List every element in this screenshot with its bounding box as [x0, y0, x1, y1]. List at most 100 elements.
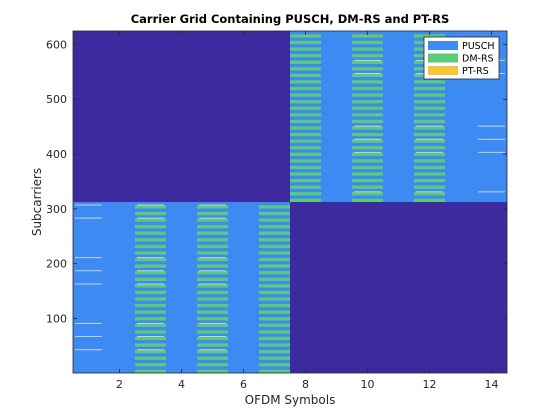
dmrs-band — [290, 40, 321, 45]
chart-title: Carrier Grid Containing PUSCH, DM-RS and… — [131, 12, 450, 26]
dmrs-band — [414, 93, 445, 97]
dmrs-band — [290, 165, 321, 170]
dmrs-band — [259, 303, 290, 308]
dmrs-band — [197, 238, 228, 242]
dmrs-band — [135, 323, 166, 327]
dmrs-band — [135, 271, 166, 275]
x-tick-label: 12 — [423, 378, 437, 391]
dmrs-band — [290, 178, 321, 183]
dmrs-band — [197, 336, 228, 341]
dmrs-band — [352, 54, 383, 58]
dmrs-band — [290, 73, 321, 78]
dmrs-band — [352, 192, 383, 196]
dmrs-band — [352, 178, 383, 183]
dmrs-band — [197, 356, 228, 360]
legend-label: PT-RS — [462, 66, 489, 77]
dmrs-band — [290, 139, 321, 143]
dmrs-band — [197, 303, 228, 308]
dmrs-band — [135, 317, 166, 321]
dmrs-band — [197, 225, 228, 229]
dmrs-band — [290, 172, 321, 176]
dmrs-band — [414, 100, 445, 104]
dmrs-band — [259, 264, 290, 268]
dmrs-band — [197, 369, 228, 373]
dmrs-band — [197, 244, 228, 249]
y-tick-label: 300 — [46, 203, 67, 216]
dmrs-band — [352, 126, 383, 130]
dmrs-band — [135, 363, 166, 367]
legend-label: PUSCH — [462, 41, 495, 52]
dmrs-band — [352, 47, 383, 51]
dmrs-band — [135, 349, 166, 354]
dmrs-band — [135, 231, 166, 235]
dmrs-band — [352, 86, 383, 91]
dmrs-band — [197, 271, 228, 275]
dmrs-band — [259, 356, 290, 360]
dmrs-band — [197, 231, 228, 235]
dmrs-band — [290, 34, 321, 38]
dmrs-band — [352, 34, 383, 38]
dmrs-band — [290, 54, 321, 58]
dmrs-band — [259, 369, 290, 373]
y-tick-label: 100 — [46, 312, 67, 325]
dmrs-band — [352, 60, 383, 64]
dmrs-band — [197, 297, 228, 301]
dmrs-band — [352, 100, 383, 104]
dmrs-band — [414, 113, 445, 117]
dmrs-band — [414, 192, 445, 196]
dmrs-band — [414, 165, 445, 170]
dmrs-band — [197, 349, 228, 354]
dmrs-band — [414, 178, 445, 183]
dmrs-band — [259, 317, 290, 321]
dmrs-band — [259, 231, 290, 235]
y-tick-label: 600 — [46, 38, 67, 51]
dmrs-band — [414, 139, 445, 143]
dmrs-band — [259, 290, 290, 295]
dmrs-band — [414, 80, 445, 84]
dmrs-band — [135, 356, 166, 360]
dmrs-band — [197, 251, 228, 255]
dmrs-band — [135, 290, 166, 295]
dmrs-band — [197, 211, 228, 216]
dmrs-band — [259, 251, 290, 255]
dmrs-band — [414, 106, 445, 110]
dmrs-band — [259, 310, 290, 314]
dmrs-band — [352, 113, 383, 117]
dmrs-band — [259, 363, 290, 367]
dmrs-band — [197, 323, 228, 327]
dmrs-band — [135, 343, 166, 347]
dmrs-band — [197, 330, 228, 334]
dmrs-band — [414, 34, 445, 38]
dmrs-band — [259, 257, 290, 262]
dmrs-band — [197, 257, 228, 262]
dmrs-band — [259, 323, 290, 327]
dmrs-band — [135, 277, 166, 281]
dmrs-band — [414, 172, 445, 176]
y-tick-label: 200 — [46, 258, 67, 271]
dmrs-band — [259, 343, 290, 347]
dmrs-band — [290, 198, 321, 202]
dmrs-band — [352, 40, 383, 45]
dmrs-band — [352, 93, 383, 97]
y-tick-label: 400 — [46, 148, 67, 161]
dmrs-band — [197, 317, 228, 321]
plot-frame — [72, 30, 508, 374]
dmrs-band — [352, 185, 383, 189]
dmrs-band — [352, 152, 383, 156]
dmrs-band — [135, 336, 166, 341]
dmrs-band — [290, 146, 321, 150]
dmrs-band — [197, 363, 228, 367]
dmrs-band — [135, 238, 166, 242]
legend-swatch — [428, 53, 458, 63]
dmrs-band — [259, 205, 290, 209]
dmrs-band — [135, 297, 166, 301]
dmrs-band — [135, 211, 166, 216]
dmrs-band — [290, 93, 321, 97]
dmrs-band — [259, 349, 290, 354]
dmrs-band — [290, 60, 321, 64]
dmrs-band — [259, 238, 290, 242]
dmrs-band — [135, 284, 166, 288]
dmrs-band — [135, 257, 166, 262]
y-tick-label: 500 — [46, 93, 67, 106]
